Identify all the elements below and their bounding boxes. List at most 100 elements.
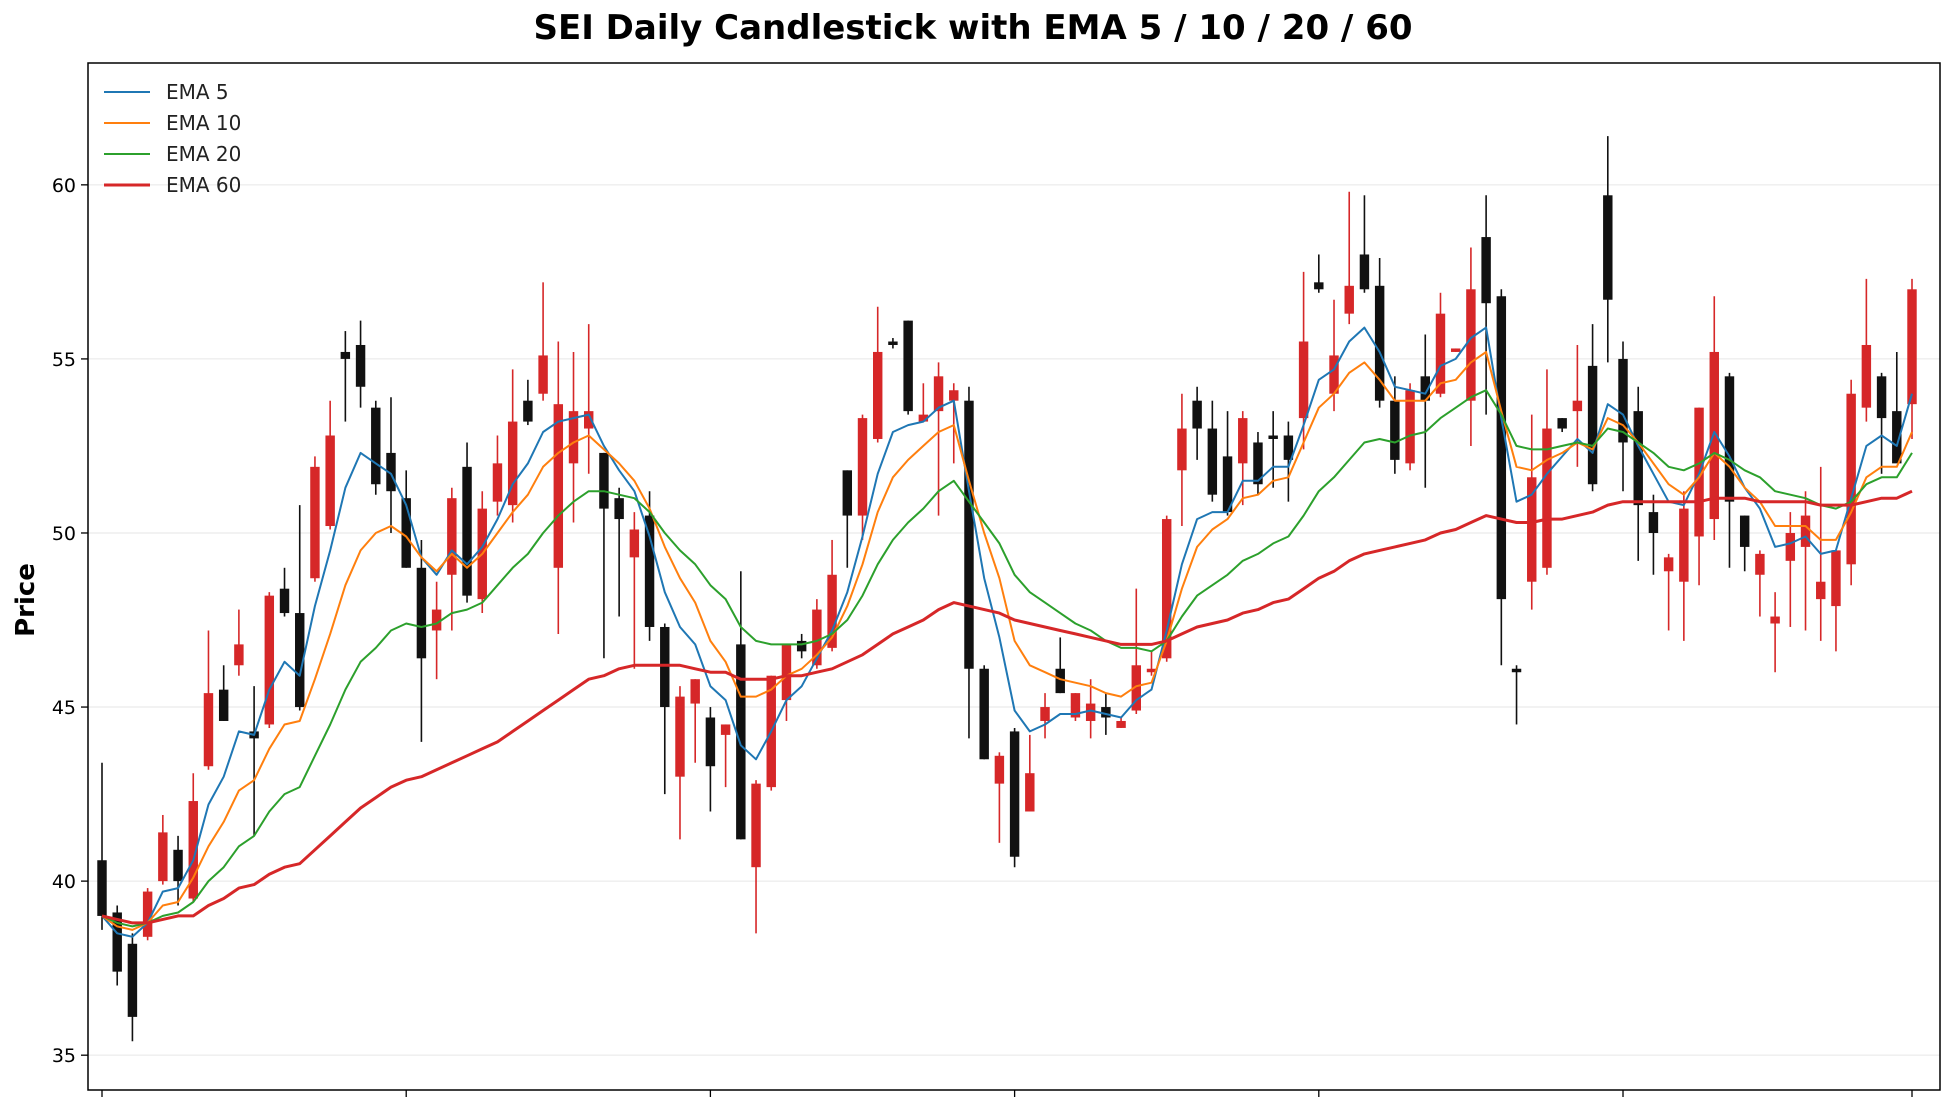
candle-105 xyxy=(1694,407,1704,586)
y-tick-label-50: 50 xyxy=(52,523,76,545)
candle-body-87 xyxy=(1420,376,1430,401)
ema-lines-layer xyxy=(101,326,1913,938)
candle-4 xyxy=(158,814,168,885)
candle-14 xyxy=(310,456,320,582)
candle-43 xyxy=(751,780,761,934)
candle-51 xyxy=(872,306,883,443)
chart-title: SEI Daily Candlestick with EMA 5 / 10 / … xyxy=(533,8,1413,48)
candle-106 xyxy=(1709,296,1719,540)
ema-line-ema-10 xyxy=(101,351,1913,931)
candle-body-79 xyxy=(1298,341,1309,419)
candle-body-71 xyxy=(1177,428,1187,471)
candle-58 xyxy=(979,665,989,760)
candle-body-59 xyxy=(994,755,1005,784)
candle-64 xyxy=(1070,693,1081,721)
candle-body-40 xyxy=(705,717,716,767)
candles-layer xyxy=(97,136,1917,1042)
candle-117 xyxy=(1876,372,1887,474)
candle-body-88 xyxy=(1435,313,1446,394)
candle-body-29 xyxy=(538,355,548,394)
candle-50 xyxy=(857,414,868,540)
candle-body-98 xyxy=(1587,365,1598,485)
candle-79 xyxy=(1298,271,1309,450)
candle-body-92 xyxy=(1496,296,1507,600)
candle-body-73 xyxy=(1207,428,1218,495)
candle-body-106 xyxy=(1709,351,1719,520)
y-tick-label-45: 45 xyxy=(52,697,76,719)
y-tick-label-40: 40 xyxy=(52,871,76,893)
candle-body-8 xyxy=(218,689,229,721)
candle-body-32 xyxy=(584,411,594,429)
candle-45 xyxy=(781,644,792,721)
candle-60 xyxy=(1009,727,1020,868)
candle-35 xyxy=(629,512,640,669)
candle-78 xyxy=(1283,421,1294,502)
candle-6 xyxy=(188,773,198,903)
candle-37 xyxy=(660,623,670,795)
candle-30 xyxy=(553,341,564,634)
candle-46 xyxy=(796,633,807,659)
candle-body-38 xyxy=(675,696,685,777)
candle-89 xyxy=(1450,348,1461,352)
candle-body-83 xyxy=(1359,254,1370,290)
candle-53 xyxy=(903,320,913,415)
candle-110 xyxy=(1770,592,1780,673)
candle-body-11 xyxy=(264,595,275,725)
legend-label-ema-60: EMA 60 xyxy=(166,173,241,197)
candle-115 xyxy=(1846,379,1856,586)
candle-108 xyxy=(1739,515,1750,572)
candle-body-49 xyxy=(842,470,853,516)
candle-body-117 xyxy=(1876,376,1887,419)
candle-94 xyxy=(1527,414,1537,610)
candle-body-80 xyxy=(1314,282,1324,290)
candle-21 xyxy=(416,539,427,742)
candle-body-95 xyxy=(1542,428,1552,568)
candle-49 xyxy=(842,470,853,568)
candle-111 xyxy=(1785,512,1796,627)
candle-20 xyxy=(401,470,411,568)
candle-body-20 xyxy=(401,498,411,568)
y-axis-ticks: 35 40 45 50 55 60 xyxy=(52,175,88,1067)
candle-42 xyxy=(736,571,746,840)
candle-34 xyxy=(614,487,624,617)
candle-98 xyxy=(1587,324,1598,492)
candle-95 xyxy=(1542,369,1552,575)
candle-body-39 xyxy=(690,679,700,704)
candle-body-90 xyxy=(1466,289,1476,401)
candle-body-60 xyxy=(1009,731,1020,857)
candle-body-14 xyxy=(310,466,320,579)
candle-body-111 xyxy=(1785,532,1796,561)
candle-12 xyxy=(279,567,290,617)
candle-body-47 xyxy=(812,609,822,666)
candle-8 xyxy=(218,665,229,721)
candle-27 xyxy=(507,369,518,523)
candle-body-75 xyxy=(1238,418,1248,464)
legend: EMA 5 EMA 10 EMA 20 EMA 60 xyxy=(104,80,241,197)
candle-body-89 xyxy=(1450,348,1461,352)
candle-body-33 xyxy=(599,452,609,509)
candle-body-57 xyxy=(964,400,974,669)
candle-80 xyxy=(1314,254,1324,293)
candle-13 xyxy=(295,505,305,711)
candle-28 xyxy=(523,379,533,426)
candle-body-78 xyxy=(1283,435,1294,460)
candle-body-62 xyxy=(1040,707,1050,721)
candle-body-115 xyxy=(1846,393,1856,565)
candle-body-76 xyxy=(1253,442,1263,485)
candle-87 xyxy=(1420,334,1430,488)
candle-body-23 xyxy=(447,498,457,575)
candle-body-45 xyxy=(781,644,792,701)
candle-116 xyxy=(1861,278,1872,422)
candle-body-18 xyxy=(371,407,381,485)
candle-92 xyxy=(1496,289,1507,666)
ema-line-ema-60 xyxy=(101,489,1913,925)
candle-82 xyxy=(1344,191,1354,325)
candle-body-99 xyxy=(1603,195,1613,300)
candle-body-17 xyxy=(355,344,366,387)
candle-body-85 xyxy=(1390,400,1400,460)
candle-body-28 xyxy=(523,400,533,422)
candle-85 xyxy=(1390,376,1400,474)
candle-86 xyxy=(1405,383,1415,471)
candle-104 xyxy=(1679,491,1689,641)
candle-body-42 xyxy=(736,644,746,840)
